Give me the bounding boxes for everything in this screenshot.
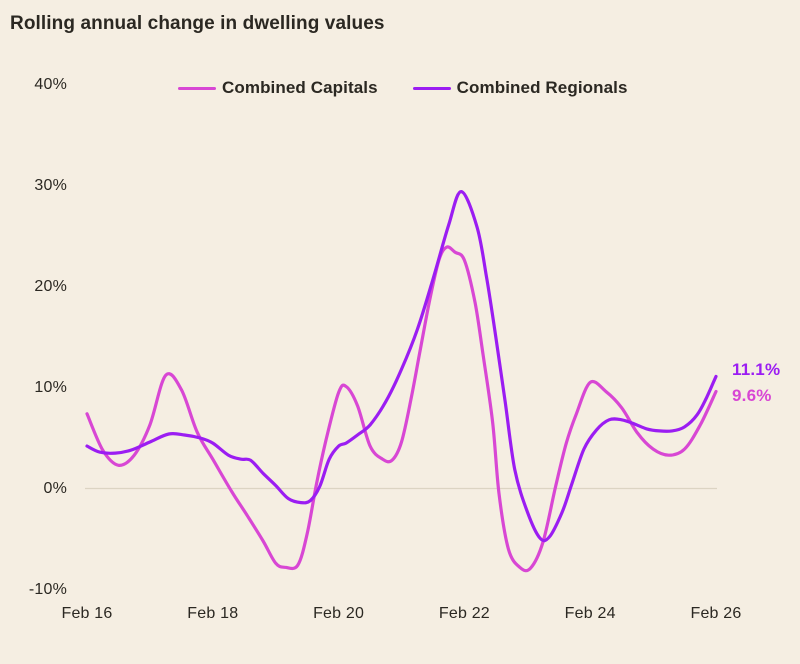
legend-item-combined-regionals: Combined Regionals (412, 78, 628, 98)
y-tick-label: 0% (43, 479, 67, 497)
regionals-line-swatch-icon (412, 86, 451, 90)
x-tick-label: Feb 16 (61, 605, 113, 622)
legend-item-combined-capitals: Combined Capitals (178, 78, 378, 98)
x-tick-label: Feb 18 (187, 605, 239, 622)
legend-label: Combined Capitals (222, 78, 378, 97)
y-tick-label: 40% (34, 75, 67, 93)
chart-title: Rolling annual change in dwelling values (10, 13, 385, 34)
y-tick-label: 20% (34, 277, 67, 295)
series-line-combined-capitals (85, 245, 718, 573)
legend: Combined Capitals Combined Regionals (178, 78, 628, 98)
x-tick-label: Feb 26 (690, 605, 742, 622)
y-tick-label: 10% (34, 378, 67, 396)
y-tick-label: -10% (28, 580, 67, 598)
capitals-line-swatch-icon (178, 86, 216, 90)
series-line-combined-regionals (85, 190, 718, 543)
end-label-combined-regionals: 11.1% (732, 360, 781, 380)
x-tick-label: Feb 22 (438, 605, 490, 622)
end-label-combined-capitals: 9.6% (732, 385, 772, 405)
y-tick-label: 30% (34, 176, 67, 194)
x-tick-label: Feb 20 (313, 605, 365, 622)
x-tick-label: Feb 24 (564, 605, 616, 622)
legend-label: Combined Regionals (456, 78, 628, 97)
